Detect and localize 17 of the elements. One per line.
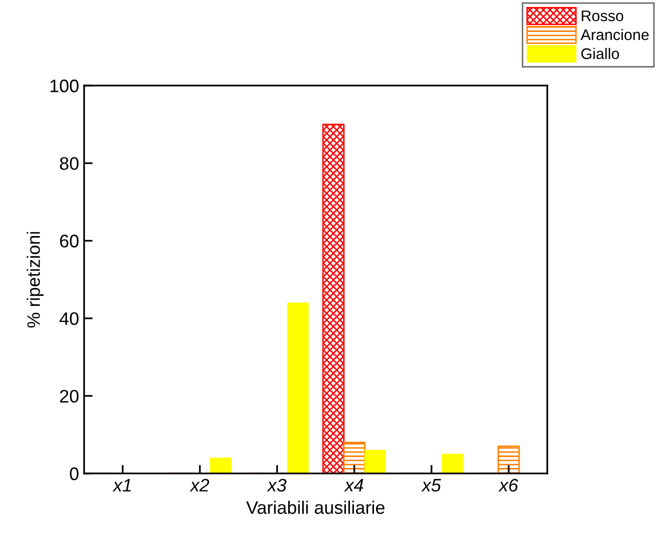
- x-axis-title: Variabili ausiliarie: [246, 500, 384, 514]
- y-tick-label: 60: [60, 234, 79, 248]
- y-tick-label: 0: [70, 467, 79, 480]
- x-tick-label: x4: [344, 479, 364, 492]
- y-tick-label: 80: [60, 157, 79, 170]
- y-tick-label: 40: [60, 312, 79, 326]
- x-tick-label: x5: [421, 479, 442, 492]
- legend-label: Rosso: [582, 10, 624, 22]
- y-tick-label: 100: [50, 80, 79, 92]
- x-tick-label: x3: [266, 478, 286, 492]
- legend-label: Arancione: [580, 28, 649, 40]
- y-tick-label: 20: [60, 390, 79, 403]
- x-tick-label: x6: [498, 478, 518, 492]
- x-tick-label: x1: [112, 479, 131, 492]
- legend-label: Giallo: [581, 48, 619, 60]
- y-axis-title: % ripetizioni: [26, 232, 44, 328]
- x-tick-label: x2: [190, 478, 210, 492]
